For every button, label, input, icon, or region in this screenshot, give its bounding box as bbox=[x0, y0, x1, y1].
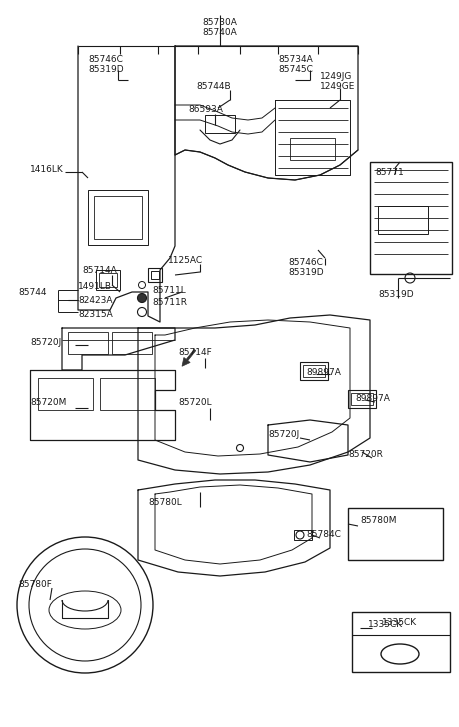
Text: 82423A: 82423A bbox=[78, 296, 112, 305]
Bar bbox=[347, 508, 442, 560]
Text: 85771: 85771 bbox=[374, 168, 403, 177]
Text: 89897A: 89897A bbox=[305, 368, 340, 377]
Bar bbox=[302, 365, 325, 377]
Bar bbox=[350, 393, 372, 405]
Bar bbox=[205, 115, 235, 133]
Bar bbox=[148, 268, 162, 282]
Text: 85720J: 85720J bbox=[268, 430, 299, 439]
Text: 82315A: 82315A bbox=[78, 310, 112, 319]
Bar bbox=[151, 271, 159, 279]
Text: 85714F: 85714F bbox=[178, 348, 211, 357]
Text: 1125AC: 1125AC bbox=[168, 256, 203, 265]
Text: 85746C: 85746C bbox=[287, 258, 322, 267]
Text: 85720M: 85720M bbox=[30, 398, 66, 407]
Text: 85720J: 85720J bbox=[30, 338, 61, 347]
Text: 89897A: 89897A bbox=[354, 394, 389, 403]
Text: 1416LK: 1416LK bbox=[30, 165, 64, 174]
Text: 85730A: 85730A bbox=[202, 18, 237, 27]
Text: 1491LB: 1491LB bbox=[78, 282, 112, 291]
Text: 1335CK: 1335CK bbox=[367, 620, 402, 629]
Text: 85319D: 85319D bbox=[287, 268, 323, 277]
Bar bbox=[289, 138, 334, 160]
Text: 85740A: 85740A bbox=[202, 28, 237, 37]
Text: 85714A: 85714A bbox=[82, 266, 117, 275]
Bar bbox=[96, 270, 120, 290]
Bar bbox=[100, 378, 155, 410]
Text: 85745C: 85745C bbox=[277, 65, 312, 74]
Bar bbox=[347, 390, 375, 408]
Text: 85744: 85744 bbox=[18, 288, 46, 297]
Bar bbox=[99, 273, 117, 287]
Bar bbox=[351, 612, 449, 672]
Circle shape bbox=[137, 294, 146, 302]
Bar bbox=[377, 206, 427, 234]
Text: 85780M: 85780M bbox=[359, 516, 396, 525]
Text: 85780F: 85780F bbox=[18, 580, 52, 589]
Bar bbox=[293, 530, 311, 540]
Text: 86593A: 86593A bbox=[188, 105, 223, 114]
Bar bbox=[88, 190, 148, 245]
Text: 85720R: 85720R bbox=[347, 450, 382, 459]
Text: 85319D: 85319D bbox=[377, 290, 413, 299]
Bar bbox=[68, 332, 108, 354]
Text: 85744B: 85744B bbox=[196, 82, 230, 91]
Text: 85784C: 85784C bbox=[305, 530, 340, 539]
Text: 85720L: 85720L bbox=[178, 398, 211, 407]
Text: 1249JG: 1249JG bbox=[319, 72, 352, 81]
Bar bbox=[94, 196, 142, 239]
Text: 85746C: 85746C bbox=[88, 55, 123, 64]
Bar bbox=[112, 332, 151, 354]
Text: 85780L: 85780L bbox=[148, 498, 181, 507]
Text: 85734A: 85734A bbox=[277, 55, 312, 64]
Text: 1249GE: 1249GE bbox=[319, 82, 355, 91]
Text: 85319D: 85319D bbox=[88, 65, 123, 74]
Text: 85711R: 85711R bbox=[151, 298, 187, 307]
Bar bbox=[369, 162, 451, 274]
Text: 1335CK: 1335CK bbox=[381, 618, 417, 627]
Bar bbox=[299, 362, 327, 380]
Bar bbox=[38, 378, 93, 410]
FancyArrow shape bbox=[182, 350, 196, 366]
Text: 85711L: 85711L bbox=[151, 286, 185, 295]
